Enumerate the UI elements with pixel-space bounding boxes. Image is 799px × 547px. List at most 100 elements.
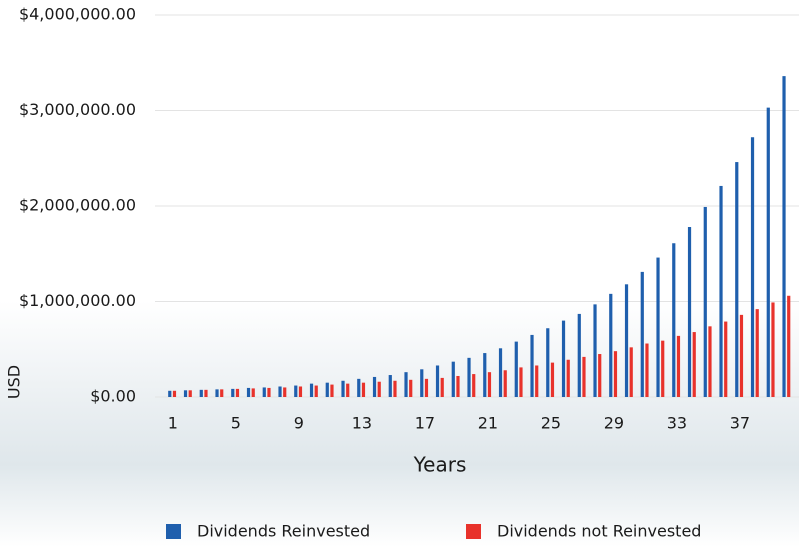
bar — [314, 385, 318, 397]
y-axis-label: USD — [5, 365, 24, 399]
bar — [388, 375, 392, 397]
bar — [393, 380, 397, 397]
bar — [624, 284, 629, 397]
y-tick-label: $4,000,000.00 — [19, 5, 136, 24]
bar — [409, 379, 413, 397]
bar — [357, 378, 361, 397]
bar — [231, 388, 235, 397]
bar — [246, 387, 251, 397]
bar — [262, 387, 266, 397]
bar — [183, 390, 188, 397]
bar — [703, 206, 707, 397]
bar — [188, 390, 192, 397]
x-tick-label: 9 — [294, 414, 304, 433]
bar — [755, 309, 759, 397]
bar — [172, 390, 177, 397]
x-tick-label: 21 — [478, 414, 498, 433]
legend-swatch — [166, 524, 181, 539]
bar — [550, 362, 555, 397]
bar — [346, 383, 350, 397]
bar — [771, 302, 775, 397]
bar — [735, 162, 739, 397]
bar — [719, 185, 723, 397]
x-tick-label: 25 — [541, 414, 561, 433]
bar — [451, 361, 455, 397]
bar — [708, 326, 712, 397]
bar — [498, 348, 503, 397]
bar — [377, 381, 381, 397]
bar — [687, 227, 692, 397]
bar — [283, 387, 287, 397]
bar — [251, 388, 255, 397]
bar — [467, 357, 471, 397]
x-axis-label: Years — [413, 453, 467, 477]
legend-label: Dividends not Reinvested — [497, 522, 701, 541]
bar — [267, 387, 271, 397]
bar — [739, 314, 744, 397]
bar — [420, 369, 424, 397]
y-tick-label: $1,000,000.00 — [19, 291, 136, 310]
bar — [672, 243, 676, 397]
legend-swatch — [466, 524, 481, 539]
bar — [503, 370, 507, 397]
bar — [566, 359, 570, 397]
bar — [235, 388, 240, 397]
bar — [750, 137, 755, 398]
x-tick-label: 29 — [604, 414, 624, 433]
bar — [724, 321, 728, 397]
bar — [656, 257, 660, 397]
bar — [609, 293, 613, 397]
bar — [645, 343, 649, 397]
y-tick-label: $2,000,000.00 — [19, 196, 136, 215]
bar — [168, 390, 172, 397]
bar — [530, 334, 534, 397]
bar — [204, 389, 208, 397]
bar — [330, 384, 334, 397]
bar — [456, 375, 460, 397]
bar — [766, 107, 770, 397]
x-tick-label: 13 — [352, 414, 372, 433]
x-tick-label: 33 — [667, 414, 687, 433]
bar — [278, 386, 282, 397]
y-tick-label: $0.00 — [90, 387, 136, 406]
legend-label: Dividends Reinvested — [197, 522, 370, 541]
bar — [309, 383, 314, 397]
bar — [613, 351, 618, 397]
bar — [372, 376, 377, 397]
bar — [661, 340, 665, 397]
bar — [404, 372, 408, 397]
bar — [692, 332, 696, 397]
y-tick-label: $3,000,000.00 — [19, 100, 136, 119]
bar — [582, 356, 586, 397]
bar — [294, 385, 298, 397]
x-tick-label: 37 — [730, 414, 750, 433]
bar — [440, 377, 444, 397]
bar — [514, 341, 518, 397]
bar — [298, 386, 303, 397]
bar — [341, 380, 345, 397]
bar — [593, 304, 597, 397]
bar — [424, 378, 429, 397]
bar — [640, 271, 644, 397]
bar — [782, 76, 786, 398]
bar — [199, 389, 203, 397]
bar — [546, 328, 550, 397]
bar — [598, 354, 602, 397]
bar — [435, 365, 440, 397]
bar — [361, 382, 366, 397]
bar — [535, 365, 539, 397]
bar — [220, 389, 224, 397]
bar — [577, 313, 581, 397]
x-tick-label: 1 — [168, 414, 178, 433]
bar — [519, 367, 523, 397]
x-tick-label: 17 — [415, 414, 435, 433]
bar — [787, 295, 791, 397]
bar — [561, 320, 566, 397]
bar — [487, 372, 492, 397]
bar — [215, 389, 219, 397]
x-tick-label: 5 — [231, 414, 241, 433]
bar — [483, 353, 487, 397]
bar — [629, 347, 633, 397]
bar — [472, 374, 476, 397]
